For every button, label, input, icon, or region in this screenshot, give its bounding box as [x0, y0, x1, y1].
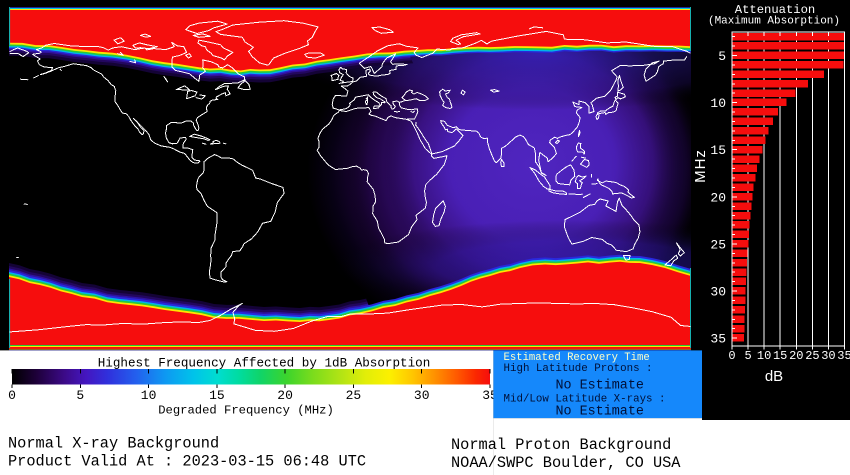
- svg-text:10: 10: [757, 349, 771, 363]
- svg-text:10: 10: [141, 388, 157, 403]
- svg-text:(Maximum Absorption): (Maximum Absorption): [708, 16, 840, 28]
- svg-text:20: 20: [710, 190, 726, 205]
- svg-text:NOAA/SWPC Boulder, CO USA: NOAA/SWPC Boulder, CO USA: [451, 454, 681, 472]
- svg-text:dB: dB: [765, 368, 783, 385]
- svg-text:Attenuation: Attenuation: [735, 3, 815, 17]
- svg-text:5: 5: [744, 349, 751, 363]
- svg-text:25: 25: [805, 349, 819, 363]
- svg-text:10: 10: [710, 96, 726, 111]
- svg-text:Degraded Frequency (MHz): Degraded Frequency (MHz): [158, 404, 334, 418]
- svg-text:25: 25: [346, 388, 362, 403]
- svg-text:30: 30: [414, 388, 430, 403]
- svg-text:No Estimate: No Estimate: [556, 378, 644, 393]
- svg-text:0: 0: [8, 388, 16, 403]
- svg-text:5: 5: [76, 388, 84, 403]
- svg-text:35: 35: [710, 332, 726, 347]
- svg-text:Estimated Recovery Time: Estimated Recovery Time: [504, 352, 650, 364]
- svg-text:Product Valid At : 2023-03-15: Product Valid At : 2023-03-15 06:48 UTC: [8, 453, 366, 471]
- svg-text:25: 25: [710, 237, 726, 252]
- svg-text:15: 15: [710, 143, 726, 158]
- svg-text:Highest Frequency Affected by: Highest Frequency Affected by 1dB Absorp…: [98, 357, 431, 371]
- svg-text:MHz: MHz: [692, 149, 709, 183]
- svg-text:30: 30: [821, 349, 835, 363]
- svg-text:30: 30: [710, 285, 726, 300]
- svg-text:Mid/Low Latitude X-rays :: Mid/Low Latitude X-rays :: [504, 394, 666, 406]
- svg-text:35: 35: [837, 349, 850, 363]
- svg-text:15: 15: [773, 349, 787, 363]
- svg-text:20: 20: [789, 349, 803, 363]
- svg-text:No Estimate: No Estimate: [556, 405, 644, 420]
- svg-text:Normal X-ray Background: Normal X-ray Background: [8, 435, 219, 453]
- svg-text:Normal Proton Background: Normal Proton Background: [451, 436, 671, 454]
- svg-text:15: 15: [209, 388, 225, 403]
- svg-text:5: 5: [718, 49, 726, 64]
- svg-text:0: 0: [728, 349, 735, 363]
- svg-text:20: 20: [277, 388, 293, 403]
- svg-text:High Latitude Protons :: High Latitude Protons :: [504, 363, 653, 375]
